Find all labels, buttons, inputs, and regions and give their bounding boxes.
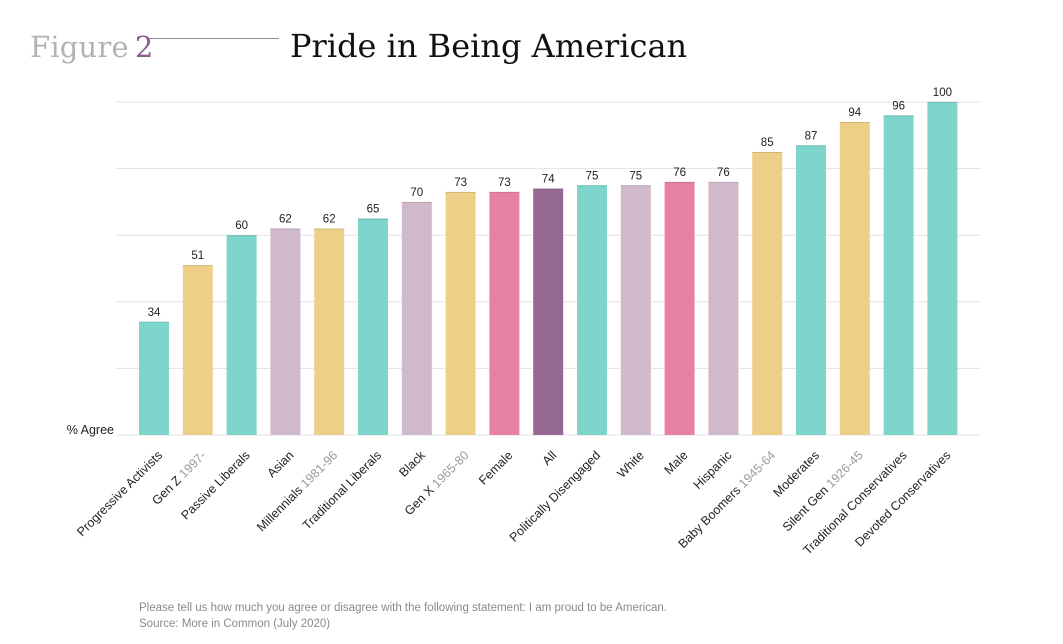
x-tick-label-main: Progressive Activists xyxy=(74,448,165,539)
survey-question-note: Please tell us how much you agree or dis… xyxy=(139,602,668,614)
figure-label: Figure 2 xyxy=(30,30,154,64)
x-tick-label: Traditional Liberals xyxy=(300,448,384,532)
x-tick-label: Millennials 1981-96 xyxy=(254,448,340,534)
data-label: 73 xyxy=(498,177,511,189)
bar xyxy=(445,191,476,435)
x-tick-label-years: 1945-64 xyxy=(734,448,779,493)
data-label: 75 xyxy=(629,170,642,182)
x-tick-label-main: Baby Boomers xyxy=(676,483,744,551)
data-label: 85 xyxy=(761,137,774,149)
data-label: 70 xyxy=(410,187,423,199)
bar xyxy=(927,102,958,435)
data-label: 87 xyxy=(805,130,818,142)
chart-title: Pride in Being American xyxy=(290,27,688,65)
bar xyxy=(752,151,783,435)
bar xyxy=(533,188,564,435)
bar xyxy=(401,201,432,435)
y-axis-label: % Agree xyxy=(67,423,114,437)
bar xyxy=(708,181,739,435)
bar xyxy=(182,265,213,435)
data-label: 34 xyxy=(148,307,161,319)
x-tick-label-main: Millennials xyxy=(254,483,305,534)
data-label: 62 xyxy=(323,214,336,226)
x-tick-label-years: 1997- xyxy=(174,448,209,483)
x-tick-label-years: 1926-45 xyxy=(821,448,866,493)
bar xyxy=(796,145,826,436)
bar xyxy=(270,228,301,435)
x-tick-label: Black xyxy=(396,448,428,480)
bar xyxy=(839,121,870,435)
bar xyxy=(883,115,914,435)
x-tick-label: Female xyxy=(476,448,515,487)
x-tick-label: Silent Gen 1926-45 xyxy=(780,448,866,534)
data-label: 75 xyxy=(586,170,599,182)
data-label: 51 xyxy=(191,250,204,262)
data-label: 94 xyxy=(848,107,861,119)
data-label: 62 xyxy=(279,214,292,226)
bar xyxy=(139,321,169,435)
data-label: 76 xyxy=(717,167,730,179)
x-tick-label-years: 1965-80 xyxy=(427,448,472,493)
x-tick-label: All xyxy=(540,448,560,468)
x-tick-label-main: Hispanic xyxy=(691,448,735,492)
data-label: 74 xyxy=(542,174,555,186)
x-tick-label-main: Male xyxy=(662,448,691,477)
x-tick-label-main: Asian xyxy=(265,448,297,480)
x-tick-label-years: 1981-96 xyxy=(296,448,341,493)
x-tick-label-main: Female xyxy=(476,448,515,487)
data-label: 65 xyxy=(367,204,380,216)
x-tick-label: Politically Disengaged xyxy=(507,448,603,544)
x-tick-label: White xyxy=(614,448,647,481)
bar xyxy=(489,191,520,435)
bar xyxy=(620,185,651,435)
source-note: Source: More in Common (July 2020) xyxy=(139,618,331,630)
x-tick-label: Hispanic xyxy=(691,448,735,492)
bar xyxy=(664,181,695,435)
figure-label-text: Figure xyxy=(30,30,129,64)
title-rule xyxy=(149,38,279,39)
x-tick-label-main: Traditional Liberals xyxy=(300,448,384,532)
bar xyxy=(358,218,388,435)
figure-number: 2 xyxy=(134,30,154,64)
data-label: 60 xyxy=(235,220,248,232)
x-tick-label-main: White xyxy=(614,448,647,481)
x-tick-label-main: All xyxy=(540,448,560,468)
bar xyxy=(577,185,607,435)
data-label: 100 xyxy=(933,87,952,99)
x-tick-label: Male xyxy=(662,448,691,477)
bar xyxy=(314,228,345,435)
x-tick-label-main: Politically Disengaged xyxy=(507,448,603,544)
x-tick-label-main: Black xyxy=(396,448,428,480)
x-tick-label: Asian xyxy=(265,448,297,480)
data-label: 96 xyxy=(892,100,905,112)
data-label: 73 xyxy=(454,177,467,189)
data-label: 76 xyxy=(673,167,686,179)
bar xyxy=(226,235,257,435)
x-tick-label: Progressive Activists xyxy=(74,448,165,539)
